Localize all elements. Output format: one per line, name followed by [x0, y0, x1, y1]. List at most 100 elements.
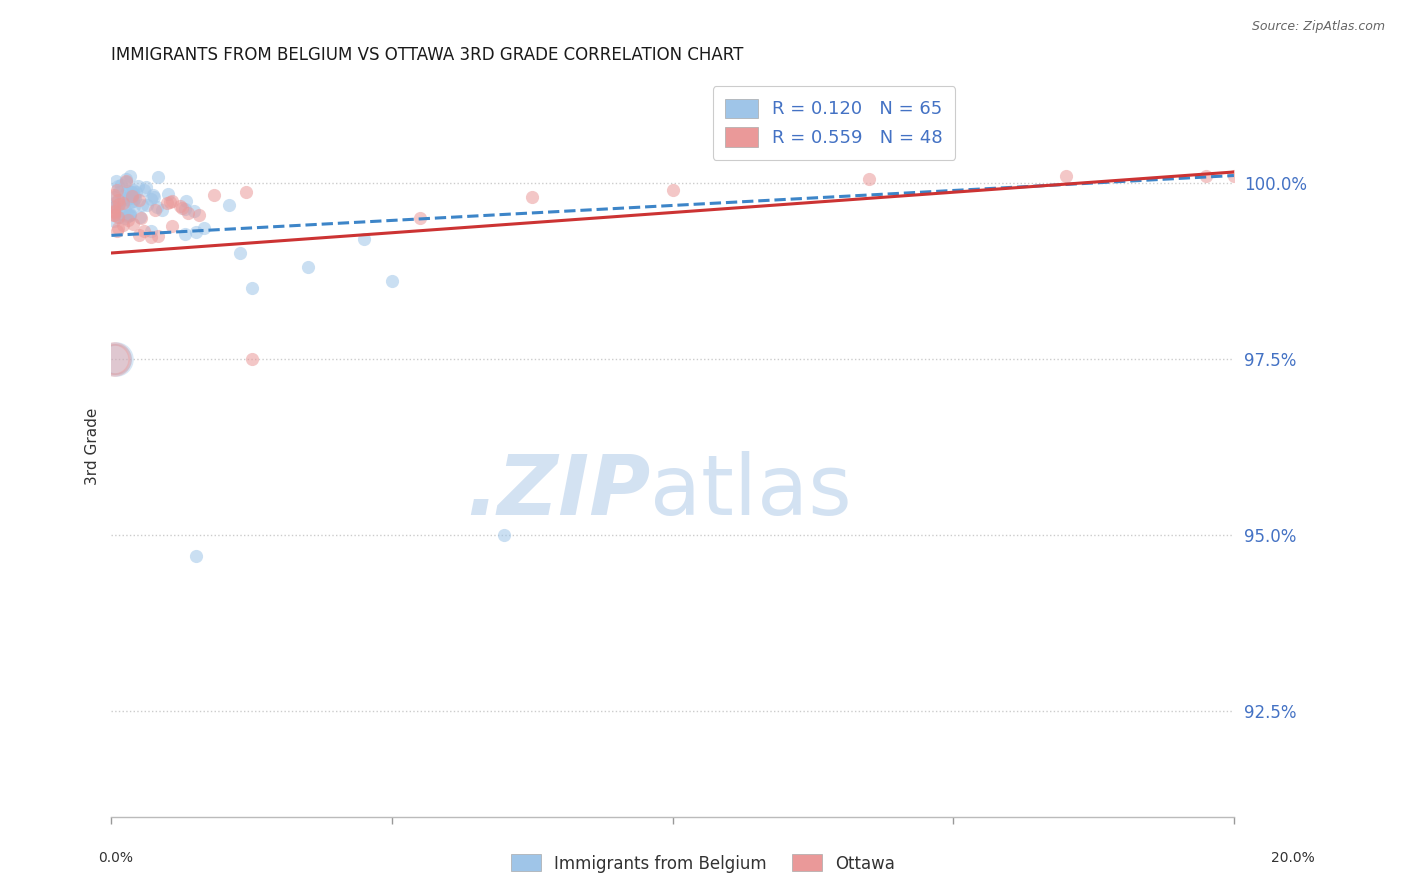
Point: [150, 202, 173, 217]
Point: [115, 174, 138, 188]
Point: [128, 193, 150, 207]
Point: [104, 174, 127, 188]
Point: [103, 208, 125, 222]
Point: [204, 188, 226, 202]
Point: [177, 206, 200, 220]
Point: [1223, 169, 1246, 183]
Legend: Immigrants from Belgium, Ottawa: Immigrants from Belgium, Ottawa: [505, 847, 901, 880]
Point: [127, 179, 149, 194]
Point: [103, 200, 125, 214]
Point: [129, 211, 152, 226]
Point: [103, 196, 125, 211]
Point: [107, 198, 129, 212]
Point: [858, 172, 880, 186]
Point: [146, 169, 169, 184]
Point: [108, 197, 131, 211]
Point: [139, 192, 162, 206]
Point: [183, 204, 205, 219]
Point: [118, 208, 141, 222]
Point: [103, 204, 125, 219]
Point: [156, 187, 179, 202]
Point: [103, 209, 125, 223]
Point: [121, 185, 143, 199]
Point: [121, 194, 143, 209]
Text: 20.0%: 20.0%: [1271, 851, 1315, 865]
Point: [522, 189, 544, 203]
Point: [159, 194, 181, 209]
Point: [122, 199, 145, 213]
Point: [122, 183, 145, 197]
Point: [118, 169, 141, 183]
Text: Source: ZipAtlas.com: Source: ZipAtlas.com: [1251, 20, 1385, 33]
Point: [184, 225, 207, 239]
Point: [174, 227, 197, 242]
Text: 0.0%: 0.0%: [98, 851, 134, 865]
Point: [494, 528, 516, 542]
Point: [160, 194, 183, 209]
Point: [174, 194, 197, 208]
Point: [117, 213, 139, 227]
Point: [112, 218, 135, 232]
Y-axis label: 3rd Grade: 3rd Grade: [86, 408, 100, 485]
Point: [107, 178, 129, 193]
Point: [120, 186, 142, 200]
Point: [121, 189, 143, 203]
Point: [105, 183, 128, 197]
Point: [173, 202, 195, 216]
Point: [112, 191, 135, 205]
Point: [117, 209, 139, 223]
Point: [187, 208, 209, 222]
Point: [134, 183, 156, 197]
Point: [108, 210, 131, 224]
Point: [193, 220, 215, 235]
Point: [1195, 169, 1218, 183]
Point: [110, 178, 132, 192]
Point: [143, 203, 166, 218]
Point: [104, 351, 127, 366]
Point: [103, 351, 125, 366]
Point: [169, 199, 191, 213]
Point: [120, 194, 142, 209]
Legend: R = 0.120   N = 65, R = 0.559   N = 48: R = 0.120 N = 65, R = 0.559 N = 48: [713, 86, 956, 160]
Point: [409, 211, 432, 225]
Point: [131, 197, 153, 211]
Point: [145, 200, 167, 214]
Point: [218, 197, 240, 211]
Point: [117, 185, 139, 199]
Point: [184, 549, 207, 563]
Text: .ZIP: .ZIP: [465, 450, 650, 532]
Point: [297, 260, 319, 274]
Point: [107, 210, 129, 224]
Point: [110, 200, 132, 214]
Point: [381, 274, 404, 288]
Point: [103, 204, 125, 219]
Point: [235, 186, 257, 200]
Point: [124, 191, 146, 205]
Text: IMMIGRANTS FROM BELGIUM VS OTTAWA 3RD GRADE CORRELATION CHART: IMMIGRANTS FROM BELGIUM VS OTTAWA 3RD GR…: [111, 46, 744, 64]
Point: [103, 188, 125, 202]
Point: [114, 175, 136, 189]
Point: [107, 193, 129, 207]
Point: [103, 200, 125, 214]
Point: [124, 188, 146, 202]
Point: [120, 207, 142, 221]
Point: [146, 228, 169, 243]
Point: [661, 183, 683, 197]
Point: [114, 202, 136, 217]
Point: [117, 208, 139, 222]
Point: [125, 185, 148, 199]
Point: [142, 188, 165, 202]
Point: [135, 198, 157, 212]
Point: [143, 190, 166, 204]
Point: [128, 227, 150, 242]
Point: [105, 224, 128, 238]
Point: [229, 246, 252, 260]
Point: [240, 351, 263, 366]
Point: [118, 191, 141, 205]
Point: [114, 186, 136, 200]
Point: [141, 230, 163, 244]
Point: [1054, 169, 1077, 183]
Point: [107, 221, 129, 235]
Point: [156, 196, 179, 211]
Point: [108, 185, 131, 199]
